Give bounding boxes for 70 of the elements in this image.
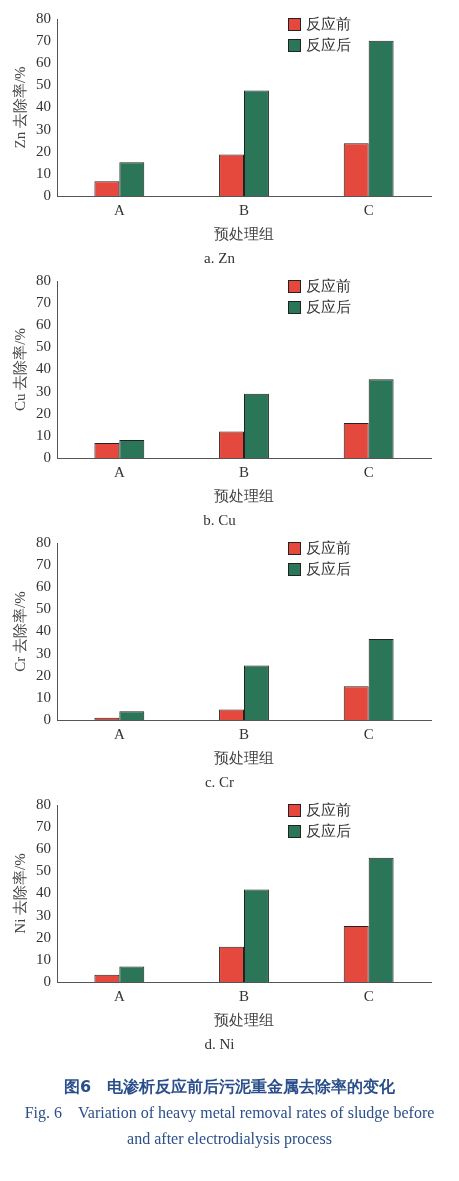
x-tick-label: C: [363, 201, 374, 218]
y-tick-label: 30: [36, 120, 51, 137]
legend-label: 反应前: [306, 277, 351, 296]
y-axis-title: Zn 去除率/%: [11, 66, 28, 149]
y-tick-label: 50: [36, 76, 51, 93]
y-tick-label: 50: [36, 600, 51, 617]
legend-label: 反应前: [306, 539, 351, 558]
y-axis-title: Ni 去除率/%: [11, 853, 28, 934]
x-tick-label: B: [238, 987, 250, 1004]
legend-label: 反应后: [306, 560, 351, 579]
y-tick-label: 60: [36, 840, 51, 857]
x-tick-label: A: [113, 725, 125, 742]
y-tick-label: 20: [36, 142, 51, 159]
y-tick-label: 80: [36, 9, 51, 26]
x-axis-title: 预处理组: [214, 487, 274, 504]
y-tick-label: 10: [36, 950, 51, 967]
y-tick-label: 60: [36, 54, 51, 71]
x-tick-label: B: [238, 463, 250, 480]
y-tick-label: 70: [36, 818, 51, 835]
x-axis-title: 预处理组: [214, 225, 274, 242]
legend-label: 反应后: [306, 822, 351, 841]
y-tick-label: 40: [36, 98, 51, 115]
x-axis-title: 预处理组: [214, 749, 274, 766]
x-tick-label: A: [113, 463, 125, 480]
y-tick-label: 30: [36, 382, 51, 399]
x-tick-label: C: [363, 463, 374, 480]
y-tick-label: 40: [36, 884, 51, 901]
x-tick-label: B: [238, 201, 250, 218]
y-tick-label: 30: [36, 906, 51, 923]
y-tick-label: 80: [36, 271, 51, 288]
y-axis-title: Cu 去除率/%: [11, 328, 28, 411]
y-axis-title: Cr 去除率/%: [11, 591, 28, 672]
x-tick-label: C: [363, 987, 374, 1004]
x-tick-label: A: [113, 201, 125, 218]
legend-label: 反应前: [306, 15, 351, 34]
y-tick-label: 20: [36, 666, 51, 683]
y-tick-label: 0: [43, 186, 51, 203]
legend-label: 反应前: [306, 801, 351, 820]
text: d. Ni: [204, 1035, 235, 1052]
y-tick-label: 30: [36, 644, 51, 661]
y-tick-label: 20: [36, 404, 51, 421]
x-axis-title: 预处理组: [214, 1011, 274, 1028]
text: c. Cr: [204, 773, 235, 790]
y-tick-label: 70: [36, 556, 51, 573]
y-tick-label: 0: [43, 710, 51, 727]
y-tick-label: 50: [36, 338, 51, 355]
legend-label: 反应后: [306, 298, 351, 317]
y-tick-label: 10: [36, 164, 51, 181]
y-tick-label: 0: [43, 972, 51, 989]
x-tick-label: C: [363, 725, 374, 742]
y-tick-label: 70: [36, 294, 51, 311]
y-tick-label: 50: [36, 862, 51, 879]
text: a. Zn: [204, 249, 236, 266]
y-tick-label: 40: [36, 622, 51, 639]
y-tick-label: 0: [43, 448, 51, 465]
x-tick-label: A: [113, 987, 125, 1004]
y-tick-label: 70: [36, 32, 51, 49]
legend-label: 反应后: [306, 36, 351, 55]
y-tick-label: 80: [36, 533, 51, 550]
caption: Fig. 6 Variation of heavy metal removal rates of sludge before and after electrodialysis process: [23, 1103, 436, 1150]
y-tick-label: 80: [36, 795, 51, 812]
y-tick-label: 10: [36, 426, 51, 443]
x-tick-label: B: [238, 725, 250, 742]
y-tick-label: 20: [36, 928, 51, 945]
y-tick-label: 60: [36, 316, 51, 333]
text: b. Cu: [203, 511, 237, 528]
y-tick-label: 10: [36, 688, 51, 705]
y-tick-label: 60: [36, 578, 51, 595]
y-tick-label: 40: [36, 360, 51, 377]
caption: 图6 电渗析反应前后污泥重金属去除率的变化: [62, 1076, 397, 1098]
